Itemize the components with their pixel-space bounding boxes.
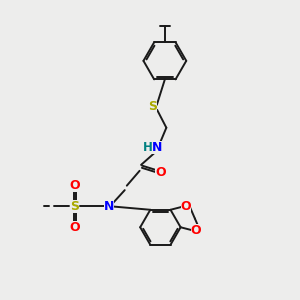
Text: O: O <box>155 166 166 179</box>
Text: O: O <box>69 178 80 192</box>
Text: S: S <box>148 100 158 113</box>
Text: H: H <box>143 140 153 154</box>
Text: O: O <box>191 224 201 237</box>
Text: N: N <box>152 140 162 154</box>
Text: S: S <box>70 200 79 213</box>
Text: O: O <box>181 200 191 213</box>
Text: N: N <box>104 200 114 213</box>
Text: O: O <box>69 221 80 234</box>
